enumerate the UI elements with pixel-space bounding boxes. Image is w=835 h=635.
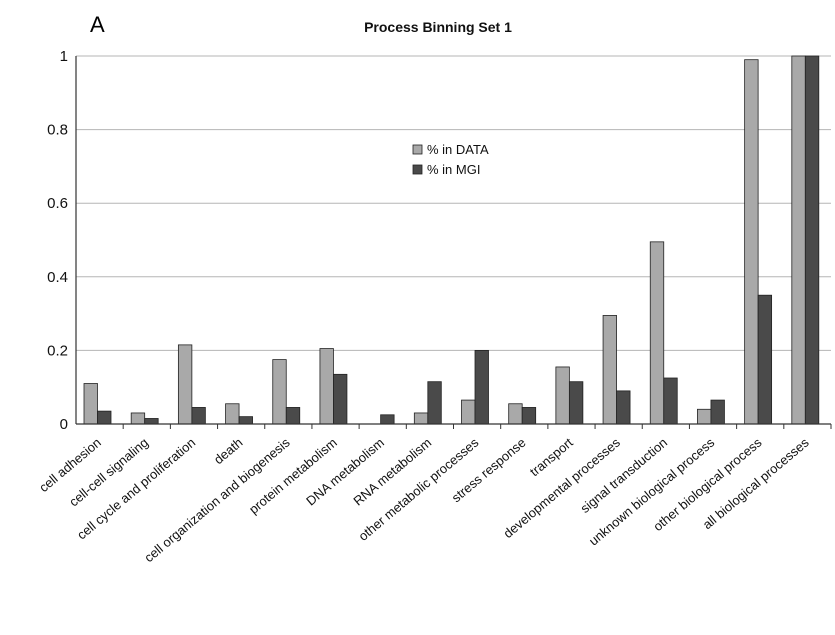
bar-mgi <box>663 377 678 425</box>
bar-mgi <box>97 410 112 425</box>
bar-mgi <box>191 407 206 425</box>
bar-mgi <box>238 416 253 425</box>
bar-mgi <box>757 294 773 425</box>
bar-data <box>555 366 570 425</box>
bar-mgi <box>568 381 584 425</box>
bar-mgi <box>474 349 489 425</box>
y-tick-label: 0.8 <box>47 122 68 139</box>
y-tick-label: 1 <box>60 48 68 65</box>
bar-data <box>508 403 523 425</box>
bars <box>83 55 820 425</box>
legend-label: % in DATA <box>427 142 489 157</box>
bar-data <box>697 408 712 425</box>
bar-mgi <box>616 390 631 425</box>
y-tick-label: 0 <box>60 416 68 433</box>
legend-swatch <box>412 144 423 155</box>
x-category-label: death <box>211 435 246 467</box>
bar-data <box>272 359 287 425</box>
bar-data <box>791 55 806 425</box>
y-tick-labels: 0 0.2 0.4 0.6 0.8 1 <box>47 48 68 433</box>
bar-mgi <box>333 373 348 425</box>
y-tick-label: 0.4 <box>47 269 68 286</box>
bar-data <box>744 59 759 425</box>
bar-data <box>602 315 617 425</box>
chart-title: Process Binning Set 1 <box>364 19 512 35</box>
bar-data <box>130 412 146 425</box>
bar-mgi <box>804 55 820 425</box>
bar-data <box>225 403 240 425</box>
x-category-label: cell-cell signaling <box>66 435 151 510</box>
bar-data <box>319 348 334 425</box>
legend-swatch <box>412 164 423 175</box>
legend-label: % in MGI <box>427 162 480 177</box>
panel-label: A <box>90 12 105 37</box>
bar-data <box>649 241 665 425</box>
bar-mgi <box>427 381 442 425</box>
bar-mgi <box>521 407 537 425</box>
y-tick-label: 0.2 <box>47 342 68 359</box>
bar-data <box>177 344 193 425</box>
legend: % in DATA % in MGI <box>402 136 526 184</box>
gridlines <box>76 55 831 351</box>
bar-mgi <box>285 407 301 425</box>
bar-data <box>413 412 429 425</box>
bar-data <box>461 399 476 425</box>
x-category-label: signal transduction <box>577 435 670 516</box>
legend-box <box>402 136 526 184</box>
bar-data <box>83 383 98 425</box>
x-category-label: protein metabolism <box>246 435 340 517</box>
axes <box>75 56 832 429</box>
y-tick-label: 0.6 <box>47 195 68 212</box>
bar-mgi <box>380 414 395 425</box>
bar-mgi <box>144 418 159 425</box>
bar-mgi <box>710 399 725 425</box>
